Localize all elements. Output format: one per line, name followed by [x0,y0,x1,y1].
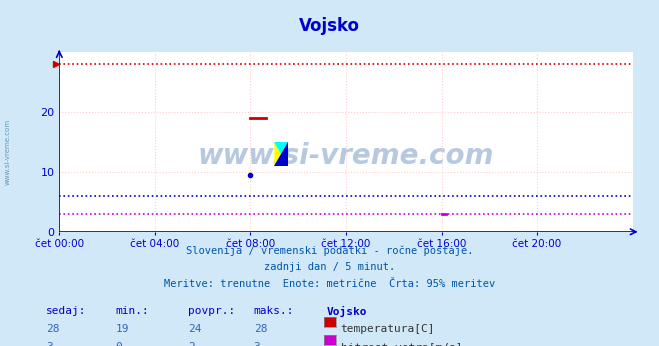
Text: Slovenija / vremenski podatki - ročne postaje.: Slovenija / vremenski podatki - ročne po… [186,246,473,256]
Polygon shape [274,142,288,166]
Text: povpr.:: povpr.: [188,306,235,316]
Text: sedaj:: sedaj: [46,306,86,316]
Text: hitrost vetra[m/s]: hitrost vetra[m/s] [341,342,462,346]
Text: www.si-vreme.com: www.si-vreme.com [198,142,494,170]
Text: min.:: min.: [115,306,149,316]
Text: Meritve: trenutne  Enote: metrične  Črta: 95% meritev: Meritve: trenutne Enote: metrične Črta: … [164,279,495,289]
Text: 3: 3 [46,342,53,346]
Polygon shape [274,142,288,166]
Polygon shape [274,142,288,166]
Text: 28: 28 [254,324,267,334]
Text: Vojsko: Vojsko [326,306,366,317]
Text: 3: 3 [254,342,260,346]
Text: www.si-vreme.com: www.si-vreme.com [5,119,11,185]
Text: temperatura[C]: temperatura[C] [341,324,435,334]
Text: Vojsko: Vojsko [299,17,360,35]
Text: zadnji dan / 5 minut.: zadnji dan / 5 minut. [264,262,395,272]
Text: 0: 0 [115,342,122,346]
Text: maks.:: maks.: [254,306,294,316]
Text: 2: 2 [188,342,194,346]
Text: 24: 24 [188,324,201,334]
Text: 19: 19 [115,324,129,334]
Text: 28: 28 [46,324,59,334]
